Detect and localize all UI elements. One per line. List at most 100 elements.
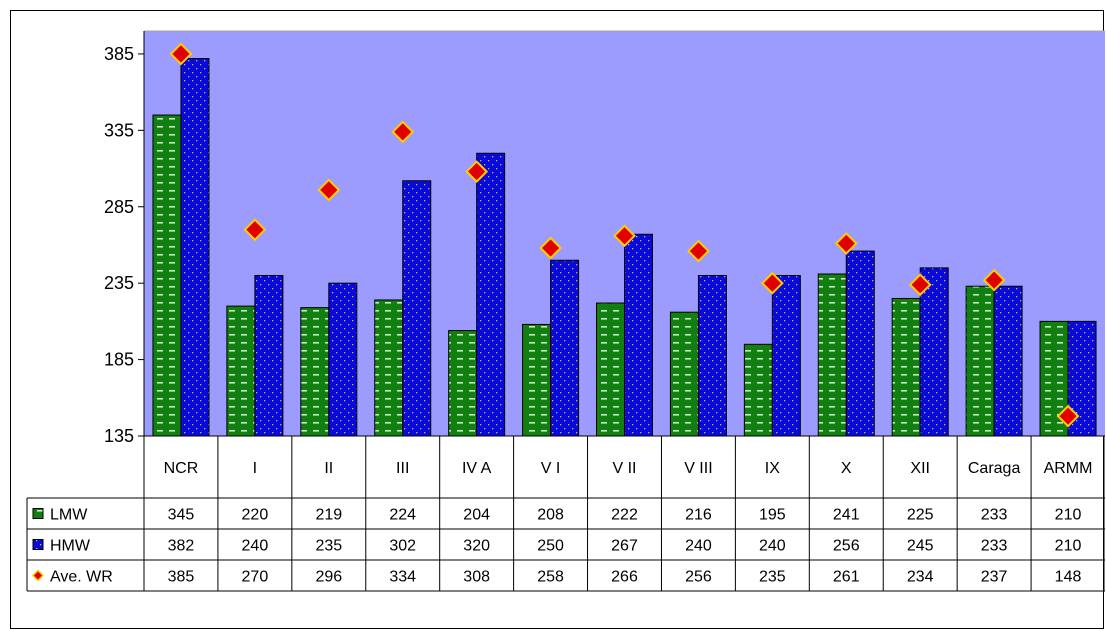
- table-cell-value: 345: [168, 507, 195, 524]
- legend-key-ave-wr: [31, 569, 45, 582]
- y-tick-label: 135: [104, 426, 134, 446]
- table-cell-value: 258: [537, 569, 564, 586]
- bar-hmw: [180, 58, 210, 437]
- bar-lmw: [374, 299, 404, 437]
- series-row-label: LMW: [50, 507, 88, 524]
- y-tick-label: 385: [104, 44, 134, 64]
- bar-hmw: [771, 275, 801, 437]
- bar-lmw: [669, 311, 699, 437]
- table-cell-value: 219: [315, 507, 342, 524]
- bar-hmw: [993, 285, 1023, 437]
- table-cell-value: 320: [463, 538, 490, 555]
- table-cell-value: 235: [315, 538, 342, 555]
- table-cell-value: 267: [611, 538, 638, 555]
- table-cell-value: 235: [759, 569, 786, 586]
- table-cell-value: 210: [1055, 507, 1082, 524]
- markers: [169, 42, 1080, 428]
- table-cell-value: 240: [685, 538, 712, 555]
- y-tick-label: 285: [104, 197, 134, 217]
- bar-lmw: [596, 302, 625, 437]
- table-cell-value: 204: [463, 507, 490, 524]
- bar-lmw: [891, 297, 921, 437]
- bar-lmw: [817, 273, 847, 437]
- table-cell-value: 266: [611, 569, 638, 586]
- category-label: V III: [684, 460, 712, 477]
- marker-ave-wr: [982, 268, 1006, 292]
- bar-lmw: [300, 307, 330, 437]
- table-cell-value: 382: [168, 538, 195, 555]
- bar-hmw: [550, 259, 580, 437]
- bar-hmw: [845, 250, 875, 437]
- table-cell-value: 220: [242, 507, 269, 524]
- bar-lmw: [965, 285, 995, 437]
- table-cell-value: 216: [685, 507, 712, 524]
- category-label: X: [841, 460, 852, 477]
- bars: [152, 58, 1097, 437]
- table-cell-value: 233: [981, 507, 1008, 524]
- table-cell-value: 385: [168, 569, 195, 586]
- table-cell-value: 195: [759, 507, 786, 524]
- table-cell-value: 245: [907, 538, 934, 555]
- table-cell-value: 261: [833, 569, 860, 586]
- bar-lmw: [448, 330, 478, 437]
- y-tick-label: 185: [104, 350, 134, 370]
- category-label: II: [324, 460, 333, 477]
- table-cell-value: 256: [685, 569, 712, 586]
- table-cell-value: 234: [907, 569, 934, 586]
- table-cell-value: 270: [242, 569, 269, 586]
- category-label: V I: [541, 460, 561, 477]
- table-cell-value: 148: [1055, 569, 1082, 586]
- y-axis: 135 185 235 285 335 385: [104, 31, 145, 446]
- table-cell-value: 334: [389, 569, 416, 586]
- bar-lmw: [743, 343, 773, 437]
- legend-key-lmw: [32, 508, 44, 519]
- table-cell-value: 237: [981, 569, 1008, 586]
- marker-ave-wr: [1056, 404, 1080, 428]
- table-cell-value: 296: [315, 569, 342, 586]
- table-cell-value: 240: [242, 538, 269, 555]
- table-cell-value: 210: [1055, 538, 1082, 555]
- marker-ave-wr: [539, 236, 562, 260]
- table-cell-value: 233: [981, 538, 1008, 555]
- table-cell-value: 222: [611, 507, 638, 524]
- table-cell-value: 240: [759, 538, 786, 555]
- series-row-label: HMW: [50, 538, 91, 555]
- marker-ave-wr: [465, 160, 489, 184]
- table-cell-value: 250: [537, 538, 564, 555]
- marker-ave-wr: [834, 232, 858, 255]
- table-cell-value: 302: [389, 538, 416, 555]
- bar-hmw: [624, 233, 653, 437]
- bar-hmw: [919, 267, 949, 437]
- category-label: Caraga: [968, 460, 1021, 477]
- category-label: ARMM: [1044, 460, 1093, 477]
- marker-ave-wr: [908, 273, 932, 297]
- table-cell-value: 241: [833, 507, 860, 524]
- marker-ave-wr: [317, 178, 341, 202]
- table-cell-value: 208: [537, 507, 564, 524]
- bar-hmw: [476, 152, 506, 437]
- y-tick-label: 335: [104, 120, 134, 140]
- category-label: XII: [910, 460, 930, 477]
- table-cell-value: 225: [907, 507, 934, 524]
- table-cell-value: 256: [833, 538, 860, 555]
- bar-lmw: [522, 323, 552, 437]
- y-tick-label: 235: [104, 273, 134, 293]
- category-label: IV A: [462, 460, 492, 477]
- marker-ave-wr: [391, 120, 415, 144]
- category-label: IX: [765, 460, 780, 477]
- marker-ave-wr: [687, 239, 710, 263]
- legend-key-hmw: [32, 539, 44, 550]
- category-label: I: [253, 460, 257, 477]
- bar-lmw: [152, 114, 182, 437]
- marker-ave-wr: [169, 42, 193, 66]
- category-label: III: [396, 460, 409, 477]
- bar-lmw: [226, 305, 256, 437]
- bar-hmw: [254, 275, 284, 437]
- category-label: V II: [612, 460, 636, 477]
- marker-ave-wr: [243, 218, 267, 242]
- bar-hmw: [697, 275, 727, 437]
- bar-hmw: [402, 180, 432, 437]
